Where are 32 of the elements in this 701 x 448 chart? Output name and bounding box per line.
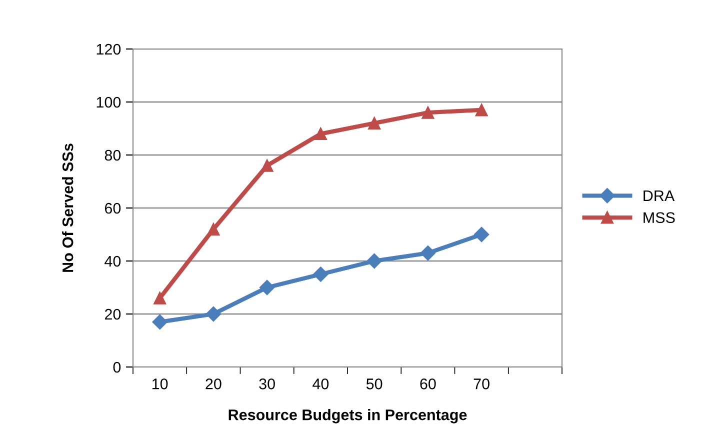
point	[260, 159, 274, 172]
point	[207, 222, 220, 236]
point	[314, 128, 327, 140]
x-axis-title: Resource Budgets in Percentage	[228, 409, 467, 424]
point	[366, 253, 382, 269]
point	[206, 306, 222, 322]
x-tick-label: 40	[312, 378, 329, 390]
point	[474, 226, 490, 242]
point	[475, 104, 488, 116]
point	[313, 266, 328, 282]
legend-label: DRA	[644, 190, 675, 202]
y-tick-label: 100	[96, 96, 121, 108]
point	[422, 106, 434, 119]
y-tick-label: 60	[104, 202, 121, 214]
x-tick-label: 70	[474, 378, 490, 390]
point	[154, 292, 166, 304]
point	[420, 245, 436, 261]
y-tick-label: 40	[104, 256, 121, 267]
x-tick-label: 50	[366, 378, 382, 390]
y-tick-label: 20	[104, 308, 121, 320]
y-tick-label: 120	[96, 44, 121, 55]
y-axis-title: No Of Served SSs	[62, 144, 74, 272]
point	[259, 280, 275, 296]
x-tick-label: 60	[420, 378, 436, 390]
y-tick-label: 80	[104, 150, 121, 161]
point	[368, 116, 381, 130]
y-tick-label: 0	[113, 362, 121, 373]
legend-label: MSS	[644, 212, 675, 224]
x-tick-label: 10	[152, 378, 168, 390]
x-tick-label: 20	[206, 378, 222, 390]
x-tick-label: 30	[259, 378, 275, 390]
point	[152, 314, 168, 330]
